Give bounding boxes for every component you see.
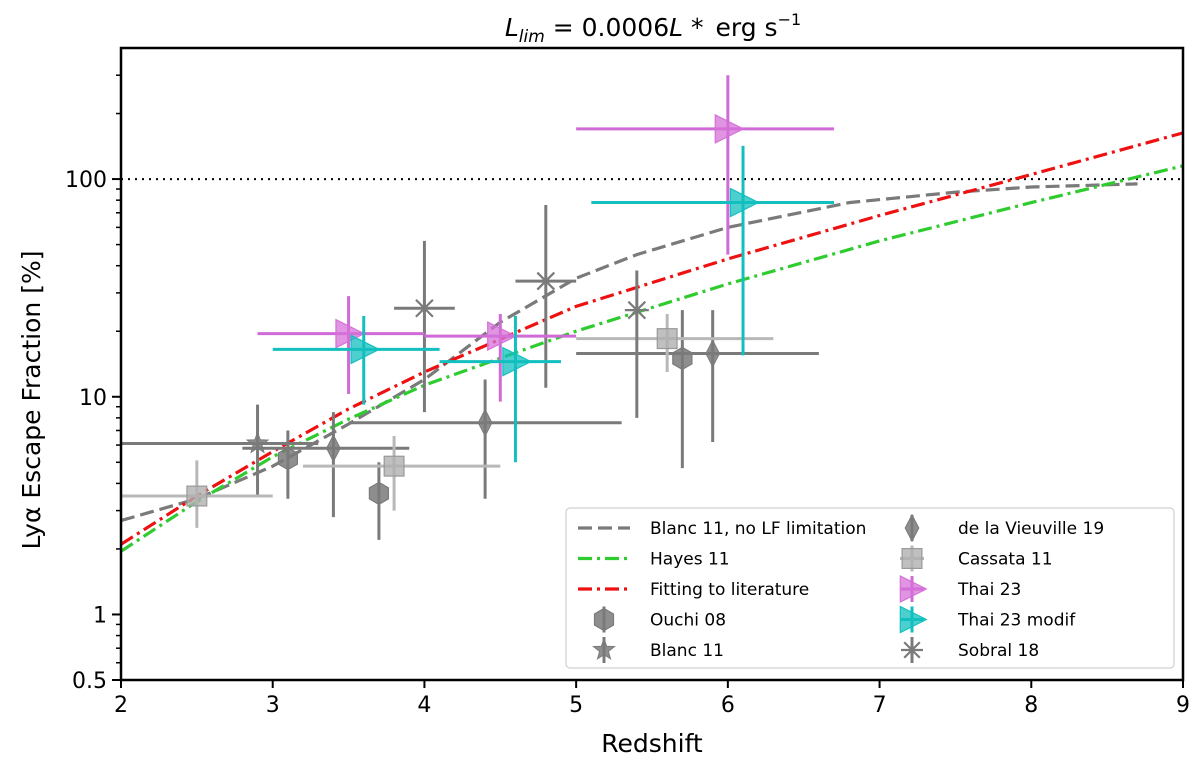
series-4-point-2-marker xyxy=(624,298,649,323)
legend-item-8: Thai 23 modif xyxy=(899,605,1076,634)
series-3-point-2-marker xyxy=(656,328,678,350)
legend-item-4-swatch xyxy=(592,637,616,661)
legend-item-7-swatch xyxy=(899,575,928,603)
series-4-point-2-marker-arm-3 xyxy=(627,300,647,320)
legend-item-4-label: Blanc 11 xyxy=(650,641,724,661)
legend-item-0-label: Blanc 11, no LF limitation xyxy=(650,519,866,539)
legend-item-9-swatch-arm-3 xyxy=(903,641,921,659)
legend-item-9-swatch xyxy=(901,639,923,661)
x-tick-label-1: 3 xyxy=(266,693,280,718)
legend-item-6-label: Cassata 11 xyxy=(958,550,1053,570)
series-6-point-1-marker xyxy=(502,346,533,377)
title-units: erg s xyxy=(716,13,778,42)
series-4-point-0-marker-arm-3 xyxy=(415,299,434,318)
line-0 xyxy=(121,182,1138,523)
axes: 2 3 4 5 6 7 8 9 0.5 1 10 100 xyxy=(65,46,1190,718)
y-tick-label-1: 1 xyxy=(93,603,107,628)
y-axis-label: Lyα Escape Fraction [%] xyxy=(17,251,46,550)
series-3-point-0-marker xyxy=(186,485,208,507)
legend-item-7: Thai 23 xyxy=(899,575,1021,603)
legend-item-9-label: Sobral 18 xyxy=(958,641,1039,661)
title-sub: lim xyxy=(519,27,545,47)
legend-item-8-swatch xyxy=(899,605,928,634)
x-tick-label-4: 6 xyxy=(721,693,735,718)
legend-item-7-label: Thai 23 xyxy=(957,580,1021,600)
series-4 xyxy=(394,205,649,418)
legend-item-8-label: Thai 23 modif xyxy=(957,611,1076,631)
series-4-point-1-marker-arm-3 xyxy=(536,271,556,291)
series-0-point-0-marker xyxy=(277,446,298,471)
axes-frame xyxy=(119,46,1185,682)
legend-item-2: Fitting to literature xyxy=(578,580,809,600)
series-3 xyxy=(121,313,774,528)
title-mid: = 0.0006 xyxy=(545,13,669,42)
series-3-point-1-marker xyxy=(383,455,405,477)
legend-item-1: Hayes 11 xyxy=(578,550,730,570)
legend-item-6: Cassata 11 xyxy=(900,545,1053,572)
legend-item-3-label: Ouchi 08 xyxy=(650,611,726,631)
legend-item-0: Blanc 11, no LF limitation xyxy=(578,519,866,539)
y-tick-label-2: 10 xyxy=(79,386,107,411)
series-2-point-0-marker xyxy=(326,433,341,463)
series-5 xyxy=(257,75,835,402)
legend-item-3: Ouchi 08 xyxy=(593,606,726,633)
legend-item-5-label: de la Vieuville 19 xyxy=(958,519,1104,539)
line-1 xyxy=(121,164,1183,553)
x-tick-label-3: 5 xyxy=(569,693,583,718)
y-tick-label-0: 0.5 xyxy=(72,669,107,694)
legend-item-3-swatch xyxy=(593,607,615,632)
y-tick-label-3: 100 xyxy=(65,168,107,193)
legend-item-9: Sobral 18 xyxy=(901,637,1039,663)
legend-item-6-swatch xyxy=(901,547,923,569)
series-2 xyxy=(242,310,819,518)
x-tick-label-6: 8 xyxy=(1024,693,1038,718)
legend-box xyxy=(565,507,1175,669)
legend-item-2-label: Fitting to literature xyxy=(650,580,809,600)
series-0-point-2-marker xyxy=(672,346,693,371)
legend-item-5-swatch xyxy=(904,513,920,543)
series-6-point-0-marker xyxy=(350,334,381,365)
x-tick-label-5: 7 xyxy=(873,693,887,718)
chart-title: Llim = 0.0006L * erg s−1 xyxy=(505,10,801,47)
plot-area xyxy=(121,75,1183,553)
x-tick-label-7: 9 xyxy=(1176,693,1190,718)
title-exp: −1 xyxy=(778,10,802,29)
series-2-point-1-marker xyxy=(477,408,493,438)
plot-inner xyxy=(121,75,1183,553)
series-5-point-1-marker xyxy=(487,321,518,352)
title-l: L xyxy=(505,13,519,42)
series-5-point-2-marker xyxy=(714,113,745,144)
x-axis-label: Redshift xyxy=(601,729,703,758)
x-tick-label-2: 4 xyxy=(417,693,431,718)
series-2-point-2-marker xyxy=(705,339,721,368)
series-4-point-1-marker xyxy=(533,269,558,294)
legend-item-4: Blanc 11 xyxy=(592,637,724,663)
legend-item-1-label: Hayes 11 xyxy=(650,550,730,570)
legend-item-5: de la Vieuville 19 xyxy=(904,513,1104,543)
legend: Blanc 11, no LF limitation Hayes 11 Fittin… xyxy=(565,507,1175,669)
series-0-point-1-marker xyxy=(368,481,389,506)
title-star: L * xyxy=(669,13,703,42)
series-6-point-2-marker xyxy=(729,187,760,218)
series-6 xyxy=(272,145,835,463)
series-5-point-0-marker xyxy=(335,318,366,349)
series-4-point-0-marker xyxy=(412,296,437,321)
x-tick-label-0: 2 xyxy=(114,693,128,718)
